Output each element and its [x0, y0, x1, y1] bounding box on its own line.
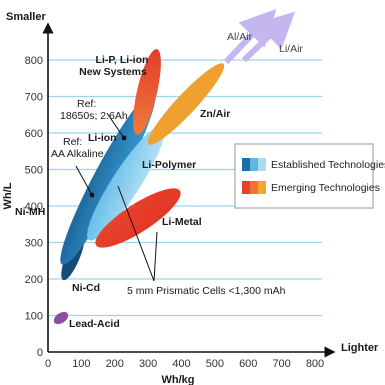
label-li-new-systems-1: Li-P, Li-ion	[96, 54, 149, 66]
legend: Established Technologies Emerging Techno…	[234, 143, 385, 209]
region-zn-air	[147, 63, 225, 145]
region-labels: Lead-Acid Ni-Cd Ni-MH Li-ion Li-Polymer …	[15, 31, 303, 330]
y-tick-labels: 0 100 200 300 400 500 600 700 800	[25, 55, 43, 359]
x-tick-labels: 0 100 200 300 400 500 600 700 800	[45, 358, 324, 370]
arrow-li-air	[241, 11, 296, 63]
label-li-polymer: Li-Polymer	[142, 159, 196, 171]
x-tick-label: 500	[206, 358, 224, 370]
region-lead-acid	[53, 311, 69, 325]
region-li-ion	[60, 91, 156, 265]
leader-18650	[106, 112, 125, 139]
x-tick-label: 700	[272, 358, 290, 370]
label-li-ion: Li-ion	[88, 132, 117, 144]
label-li-air: Li/Air	[279, 43, 303, 55]
leader-lines	[75, 112, 158, 282]
leader-aa-alkaline	[75, 165, 93, 196]
x-tick-label: 400	[172, 358, 190, 370]
label-li-metal: Li-Metal	[162, 216, 202, 228]
label-ni-mh: Ni-MH	[15, 206, 45, 218]
x-tick-label: 800	[306, 358, 324, 370]
region-li-polymer	[87, 125, 165, 241]
leader-aa-dot	[89, 192, 95, 198]
leader-18650-dot	[121, 135, 127, 141]
x-tick-label: 100	[72, 358, 90, 370]
legend-label-established: Established Technologies	[271, 159, 385, 171]
annotation-aa-line1: Ref:	[63, 136, 82, 148]
x-axis-title: Wh/kg	[162, 374, 195, 385]
y-axis-end-label: Smaller	[6, 11, 46, 23]
y-tick-label: 600	[25, 128, 43, 140]
technology-regions	[53, 8, 296, 325]
annotation-18650-line1: Ref:	[77, 98, 96, 110]
y-tick-label: 200	[25, 274, 43, 286]
y-tick-label: 100	[25, 311, 43, 323]
y-tick-label: 0	[37, 347, 43, 359]
label-al-air: Al/Air	[227, 31, 253, 43]
x-tick-label: 300	[139, 358, 157, 370]
annotation-aa-line2: AA Alkaline	[51, 148, 104, 160]
label-lead-acid: Lead-Acid	[69, 318, 120, 330]
leader-prismatic-a	[117, 185, 155, 282]
y-tick-label: 400	[25, 201, 43, 213]
annotation-18650-line2: 18650s; 2.6Ah	[60, 110, 128, 122]
x-axis-end-label: Lighter	[341, 342, 379, 354]
y-tick-label: 800	[25, 55, 43, 67]
region-li-metal	[95, 188, 181, 248]
x-tick-label: 600	[239, 358, 257, 370]
axes	[42, 22, 336, 358]
x-tick-label: 200	[106, 358, 124, 370]
label-ni-cd: Ni-Cd	[72, 282, 100, 294]
legend-label-emerging: Emerging Technologies	[271, 182, 380, 194]
y-tick-label: 700	[25, 92, 43, 104]
legend-box	[234, 143, 374, 209]
legend-swatch-emerging	[242, 181, 266, 194]
leader-prismatic-b	[153, 231, 158, 282]
label-li-new-systems-2: New Systems	[79, 66, 147, 78]
label-zn-air: Zn/Air	[200, 108, 230, 120]
region-li-new-systems	[133, 49, 161, 135]
y-tick-label: 500	[25, 165, 43, 177]
x-tick-label: 0	[45, 358, 51, 370]
annotation-prismatic: 5 mm Prismatic Cells <1,300 mAh	[127, 285, 286, 297]
legend-swatch-established	[242, 158, 266, 171]
y-axis-title: Wh/L	[2, 182, 14, 209]
y-tick-label: 300	[25, 238, 43, 250]
